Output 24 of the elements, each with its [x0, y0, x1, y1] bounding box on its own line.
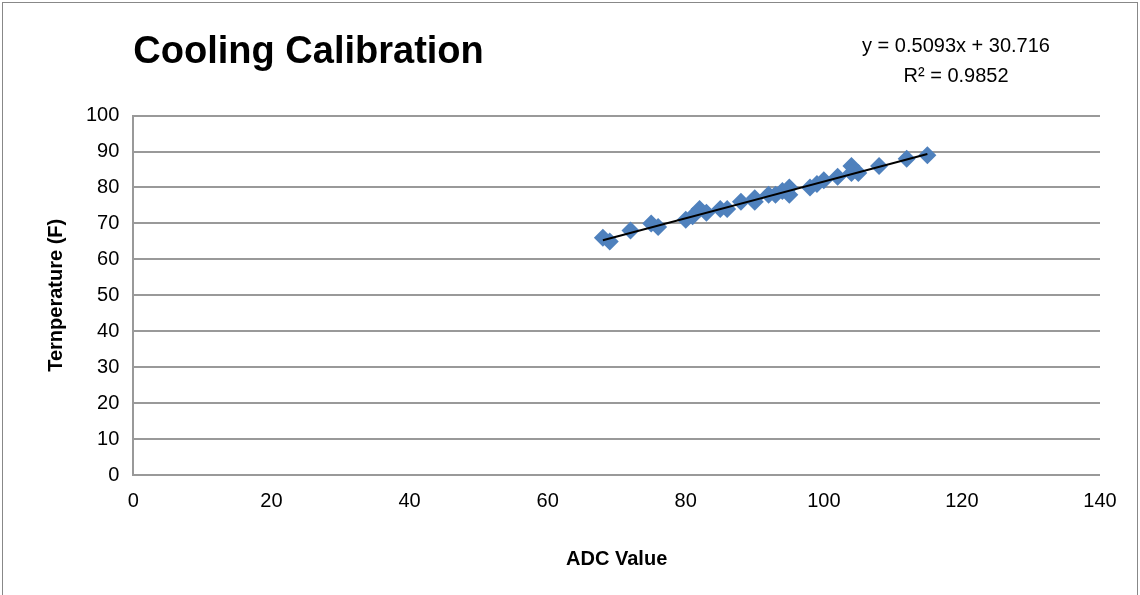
y-tick-label: 50	[97, 282, 120, 305]
x-tick-label: 140	[1083, 488, 1117, 511]
text: y = 0.5093x + 30.716	[862, 33, 1050, 58]
y-tick-label: 0	[108, 462, 120, 485]
x-tick-label: 100	[807, 488, 841, 511]
x-axis-title: ADC Value	[566, 546, 668, 569]
x-tick-label: 80	[674, 488, 697, 511]
x-tick-label: 40	[398, 488, 421, 511]
y-tick-label: 70	[97, 210, 120, 233]
y-tick-label: 40	[97, 318, 120, 341]
x-tick-label: 20	[260, 488, 283, 511]
y-tick-label: 90	[97, 139, 120, 162]
y-tick-label: 100	[85, 103, 120, 126]
y-axis-title: Ternperature (F)	[43, 218, 66, 372]
x-tick-label: 0	[127, 488, 139, 511]
x-tick-label: 60	[536, 488, 559, 511]
y-tick-label: 10	[97, 426, 120, 449]
y-tick-label: 20	[97, 390, 120, 413]
chart-title: Cooling Calibration	[133, 29, 484, 72]
y-tick-label: 60	[97, 246, 120, 269]
y-tick-label: 30	[97, 354, 120, 377]
x-tick-label: 120	[945, 488, 979, 511]
y-tick-label: 80	[97, 175, 120, 197]
text: R² = 0.9852	[902, 63, 1010, 88]
